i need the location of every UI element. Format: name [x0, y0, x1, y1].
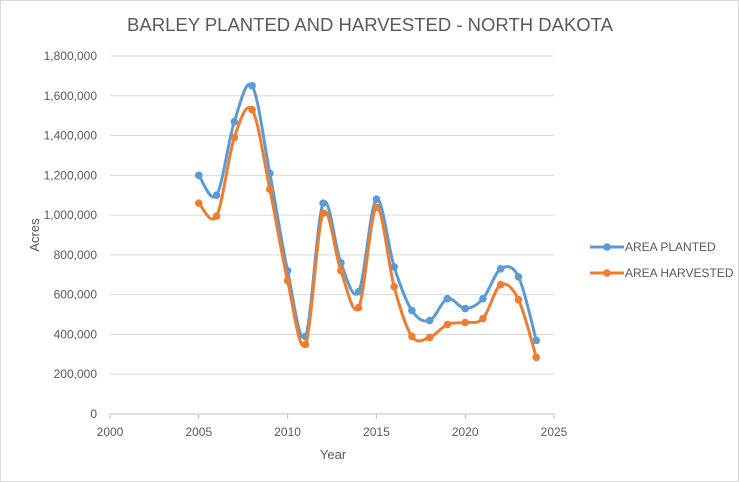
x-tick-label: 2000: [97, 425, 124, 439]
data-point: [230, 133, 239, 142]
x-tick-label: 2005: [185, 425, 212, 439]
data-point: [212, 212, 221, 220]
y-tick-label: 1,000,000: [44, 208, 98, 222]
legend-item: AREA HARVESTED: [590, 266, 734, 280]
data-point: [390, 263, 398, 271]
data-point: [301, 340, 310, 349]
data-point: [461, 318, 470, 327]
y-tick-label: 200,000: [54, 367, 98, 381]
data-point: [408, 332, 416, 341]
series-group: [195, 82, 541, 362]
y-tick-label: 800,000: [54, 248, 98, 262]
data-point: [443, 320, 452, 329]
x-tick-label: 2015: [363, 425, 390, 439]
data-point: [425, 316, 434, 325]
data-point: [496, 265, 505, 273]
legend: AREA PLANTED AREA HARVESTED: [590, 240, 734, 280]
legend-label: AREA PLANTED: [625, 240, 716, 254]
data-point: [532, 353, 541, 362]
data-point: [337, 267, 345, 275]
y-tick-label: 1,600,000: [44, 89, 98, 103]
x-tick-label: 2020: [452, 425, 479, 439]
legend-swatch-marker: [603, 269, 611, 277]
data-point: [319, 199, 327, 207]
gridlines: [110, 55, 554, 375]
data-point: [248, 82, 256, 90]
x-tick-label: 2010: [274, 425, 301, 439]
data-point: [425, 333, 434, 342]
y-tick-label: 1,400,000: [44, 129, 98, 143]
y-axis-title: Acres: [27, 218, 42, 252]
data-point: [283, 276, 292, 285]
data-point: [212, 191, 221, 200]
y-tick-label: 600,000: [54, 288, 98, 302]
data-point: [195, 199, 203, 207]
series-line: [197, 82, 538, 342]
data-point: [443, 294, 452, 303]
data-point: [514, 272, 523, 281]
data-point: [514, 295, 523, 304]
series-area-harvested: [195, 105, 541, 362]
data-point: [230, 117, 239, 126]
y-axis-ticks: 0 200,000 400,000 600,000 800,000 1,000,000 1,…: [44, 49, 98, 421]
data-point: [479, 314, 487, 323]
legend-label: AREA HARVESTED: [625, 266, 734, 280]
legend-swatch-marker: [603, 243, 611, 251]
y-tick-label: 1,200,000: [44, 168, 98, 182]
y-tick-label: 1,800,000: [44, 49, 98, 63]
data-point: [372, 203, 381, 211]
x-axis-title: Year: [320, 447, 347, 462]
data-point: [390, 282, 398, 291]
data-point: [319, 209, 327, 217]
data-point: [408, 306, 416, 315]
data-point: [496, 280, 505, 289]
data-point: [266, 185, 274, 194]
data-point: [248, 105, 256, 114]
y-tick-label: 0: [90, 407, 97, 421]
legend-item: AREA PLANTED: [590, 240, 716, 254]
data-point: [532, 336, 541, 345]
y-tick-label: 400,000: [54, 327, 98, 341]
data-point: [479, 294, 487, 303]
data-point: [354, 303, 363, 312]
series-area-planted: [195, 82, 541, 345]
x-axis-ticks: 2000 2005 2010 2015 2020 2025: [97, 414, 568, 439]
data-point: [372, 195, 381, 203]
x-tick-label: 2025: [541, 425, 568, 439]
data-point: [195, 171, 203, 180]
chart-title: BARLEY PLANTED AND HARVESTED - NORTH DAK…: [127, 14, 614, 35]
data-point: [461, 304, 470, 313]
